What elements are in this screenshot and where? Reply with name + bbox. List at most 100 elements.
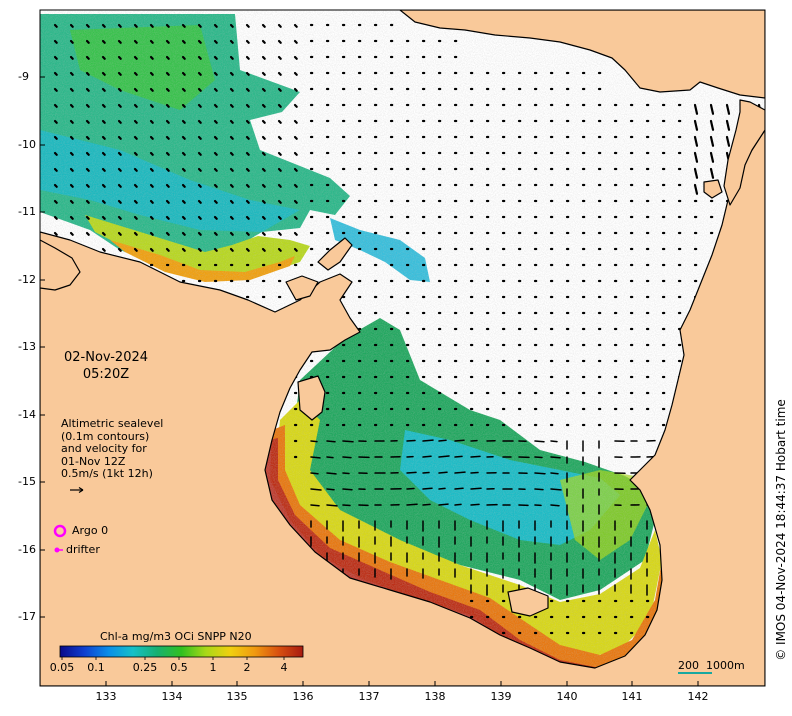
velocity-arrow	[310, 488, 322, 491]
velocity-arrow	[69, 167, 74, 172]
velocity-arrow	[69, 119, 74, 124]
velocity-arrow	[149, 151, 154, 156]
velocity-arrow	[117, 135, 122, 140]
velocity-arrow	[69, 199, 74, 204]
velocity-arrow	[117, 231, 122, 236]
velocity-arrow	[181, 183, 186, 188]
velocity-arrow	[470, 503, 480, 506]
velocity-arrow	[69, 55, 74, 60]
velocity-arrow	[85, 215, 90, 220]
velocity-arrow	[470, 471, 479, 474]
velocity-arrow	[229, 215, 234, 220]
velocity-arrow	[550, 472, 559, 475]
colorbar-tick-label: 0.5	[170, 661, 188, 674]
velocity-arrow	[229, 39, 234, 44]
velocity-arrow	[213, 119, 218, 124]
colorbar-tick-label: 1	[209, 661, 217, 674]
velocity-arrow	[213, 55, 218, 60]
velocity-arrow	[245, 247, 250, 252]
land-northern-territory	[40, 129, 765, 686]
velocity-arrow	[693, 135, 699, 147]
velocity-arrow	[69, 215, 74, 220]
velocity-arrow	[149, 247, 154, 252]
velocity-arrow	[245, 71, 250, 76]
velocity-arrow	[133, 215, 138, 220]
velocity-arrow	[277, 167, 282, 172]
velocity-arrow	[165, 183, 170, 188]
y-tick-label: -10	[18, 138, 36, 151]
velocity-arrow	[438, 455, 450, 458]
velocity-arrow	[277, 55, 282, 60]
velocity-arrow	[293, 119, 298, 124]
velocity-arrow	[213, 231, 218, 236]
y-tick-label: -14	[18, 408, 36, 421]
legend-line: 01-Nov 12Z	[61, 454, 126, 468]
velocity-arrow	[261, 151, 266, 156]
velocity-arrow	[213, 71, 218, 76]
velocity-arrow	[69, 135, 74, 140]
velocity-arrow	[165, 167, 170, 172]
velocity-arrow	[85, 151, 90, 156]
velocity-arrow	[422, 503, 431, 506]
velocity-arrow	[133, 23, 138, 28]
velocity-arrow	[149, 199, 154, 204]
velocity-arrow	[165, 103, 170, 108]
velocity-arrow	[229, 199, 234, 204]
velocity-arrow	[293, 231, 298, 236]
velocity-arrow	[149, 55, 154, 60]
velocity-arrow	[181, 103, 186, 108]
velocity-arrow	[438, 471, 448, 474]
velocity-arrow	[310, 472, 319, 475]
velocity-arrow	[454, 503, 462, 506]
velocity-arrow	[213, 23, 218, 28]
velocity-arrow	[165, 39, 170, 44]
velocity-arrow	[277, 119, 282, 124]
velocity-arrow	[181, 71, 186, 76]
velocity-arrow	[293, 183, 298, 188]
velocity-arrow	[261, 247, 266, 252]
velocity-arrow	[165, 247, 170, 252]
velocity-arrow	[245, 151, 250, 156]
velocity-arrow	[133, 39, 138, 44]
velocity-arrow	[293, 135, 298, 140]
velocity-arrow	[101, 135, 106, 140]
velocity-arrow	[229, 71, 234, 76]
velocity-arrow	[277, 103, 282, 108]
velocity-arrow	[101, 151, 106, 156]
velocity-arrow	[293, 87, 298, 92]
velocity-arrow	[725, 103, 731, 115]
velocity-arrow	[149, 183, 154, 188]
velocity-arrow	[101, 55, 106, 60]
velocity-arrow	[261, 119, 266, 124]
velocity-arrow	[310, 456, 321, 459]
velocity-arrow	[149, 103, 154, 108]
x-tick-label: 137	[358, 690, 380, 703]
velocity-arrow	[245, 215, 250, 220]
x-tick-label: 134	[161, 690, 183, 703]
velocity-arrow	[85, 23, 90, 28]
velocity-arrow	[165, 71, 170, 76]
velocity-arrow	[181, 215, 186, 220]
velocity-arrow	[197, 39, 202, 44]
velocity-arrow	[406, 487, 415, 490]
velocity-arrow	[310, 504, 320, 507]
legend-line: Altimetric sealevel	[61, 417, 164, 430]
velocity-arrow	[149, 71, 154, 76]
velocity-arrow	[245, 55, 250, 60]
velocity-arrow	[101, 199, 106, 204]
colorbar	[59, 645, 304, 658]
velocity-arrow	[550, 456, 561, 459]
velocity-arrow	[85, 119, 90, 124]
land-wessel-islands	[317, 237, 353, 271]
velocity-arrow	[181, 39, 186, 44]
velocity-arrow	[709, 135, 715, 147]
velocity-arrow	[101, 247, 106, 252]
velocity-arrow	[181, 55, 186, 60]
velocity-arrow	[534, 456, 543, 459]
velocity-arrow	[117, 103, 122, 108]
velocity-arrow	[277, 231, 282, 236]
velocity-arrow	[261, 71, 266, 76]
velocity-arrow	[85, 103, 90, 108]
x-tick-label: 142	[687, 690, 709, 703]
velocity-arrow	[101, 87, 106, 92]
